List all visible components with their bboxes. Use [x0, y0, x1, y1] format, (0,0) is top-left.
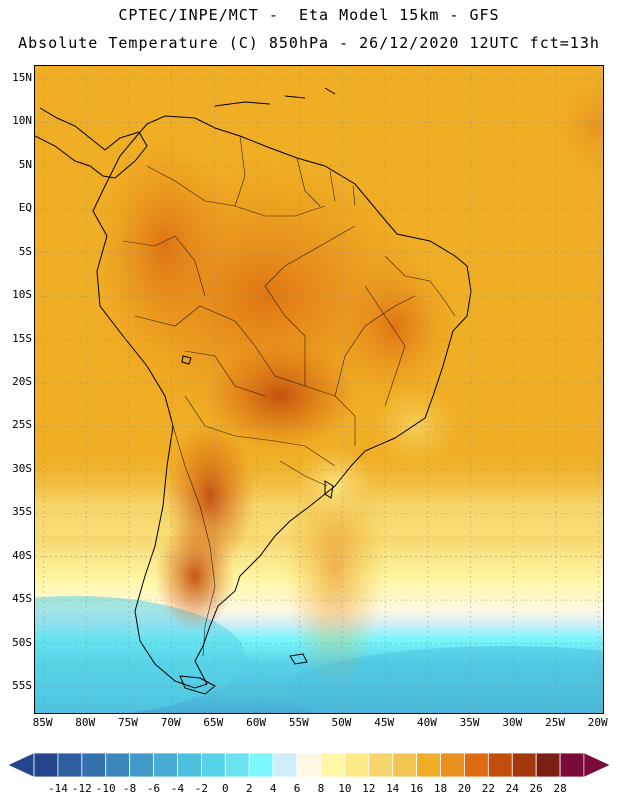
colorbar-swatch — [248, 752, 274, 778]
colorbar-tick-label: -8 — [123, 782, 137, 795]
colorbar-tick-label: 18 — [433, 782, 448, 795]
colorbar-tick-label: 12 — [362, 782, 376, 795]
colorbar-min-arrow — [8, 752, 35, 778]
colorbar-tick-label: 4 — [269, 782, 277, 795]
latitude-label: 50S — [12, 635, 32, 649]
tierra-del-fuego — [179, 675, 216, 695]
warm-field-northern-andes — [95, 136, 235, 356]
warm-field-northeast-brazil — [335, 256, 455, 396]
colorbar-tick-label: 6 — [293, 782, 301, 795]
hot-core-chaco — [205, 341, 355, 451]
colorbar-swatch — [296, 752, 322, 778]
colorbar-tick-label: -12 — [71, 782, 92, 795]
longitude-label: 65W — [203, 716, 224, 729]
colorbar-tick-label: 10 — [338, 782, 352, 795]
falkland-islands — [289, 653, 308, 665]
longitude-label: 40W — [416, 716, 437, 729]
colorbar-swatch — [535, 752, 561, 778]
chart-title-line1: CPTEC/INPE/MCT - Eta Model 15km - GFS — [118, 6, 500, 24]
colorbar-swatch — [511, 752, 537, 778]
colorbar-tick-label: -2 — [194, 782, 209, 795]
colorbar-swatch — [57, 752, 83, 778]
country-borders — [122, 135, 456, 657]
colorbar-tick-label: -6 — [146, 782, 161, 795]
colorbar-tick-label: 26 — [529, 782, 543, 795]
latitude-label: 5N — [18, 157, 32, 171]
colorbar-max-arrow — [583, 752, 610, 778]
colorbar-swatch — [272, 752, 298, 778]
latitude-label: 15S — [12, 331, 32, 345]
colorbar-tick-label: 24 — [505, 782, 519, 795]
colorbar-swatch — [33, 752, 59, 778]
longitude-label: 55W — [288, 716, 309, 729]
colorbar-swatch — [177, 752, 202, 778]
colorbar-swatch — [344, 752, 370, 778]
colorbar-swatch — [105, 752, 131, 778]
lake-titicaca — [181, 355, 192, 365]
latitude-label: 5S — [18, 244, 32, 258]
colorbar-tick-label: 14 — [386, 782, 400, 795]
colorbar-swatch — [559, 752, 585, 778]
colorbar-swatch — [320, 752, 346, 778]
colorbar-tick-label: 22 — [481, 782, 495, 795]
lagoa-dos-patos — [324, 480, 334, 499]
colorbar-swatch — [224, 752, 250, 778]
colorbar-swatch — [129, 752, 154, 778]
latitude-label: 20S — [12, 374, 32, 388]
longitude-label: 75W — [118, 716, 138, 729]
colorbar-swatch — [200, 752, 226, 778]
colorbar-tick-label: -14 — [47, 782, 68, 795]
colorbar-tick-label: 0 — [221, 782, 229, 795]
longitude-label: 25W — [545, 716, 565, 729]
longitude-label: 30W — [502, 716, 523, 729]
chart-title-line2: Absolute Temperature (C) 850hPa - 26/12/… — [18, 34, 600, 52]
cool-patch-brazil-highlands — [370, 386, 460, 466]
longitude-label: 70W — [160, 716, 181, 729]
central-america-outline — [35, 107, 148, 179]
warm-patch-northeast-atlantic — [550, 66, 603, 186]
colorbar-tick-label: 28 — [553, 782, 567, 795]
colorbar-swatch — [416, 752, 441, 778]
longitude-label: 45W — [374, 716, 395, 729]
latitude-label: 55S — [12, 678, 32, 692]
latitude-label: 30S — [12, 461, 32, 475]
latitude-label: 10N — [12, 114, 32, 128]
colorbar-swatch — [81, 752, 107, 778]
colorbar-tick-label: -10 — [95, 782, 116, 795]
colorbar-swatch — [153, 752, 178, 778]
colorbar-tick-label: 2 — [245, 782, 253, 795]
longitude-label: 80W — [75, 716, 96, 729]
colorbar-tick-label: 20 — [457, 782, 472, 795]
colorbar-swatch — [464, 752, 489, 778]
colorbar-swatch — [487, 752, 513, 778]
colorbar-swatch — [392, 752, 418, 778]
longitude-label: 20W — [587, 716, 608, 729]
latitude-label: 25S — [12, 418, 32, 432]
latitude-label: 35S — [12, 505, 32, 519]
latitude-label: 10S — [12, 288, 32, 302]
south-america-outline — [92, 115, 472, 689]
colorbar-swatch — [368, 752, 394, 778]
caribbean-islands — [214, 87, 336, 107]
longitude-label: 60W — [246, 716, 266, 729]
latitude-label: 45S — [12, 592, 32, 606]
latitude-label: 15N — [12, 71, 32, 85]
latitude-label: EQ — [18, 201, 32, 215]
latitude-label: 40S — [12, 548, 32, 562]
longitude-label: 35W — [459, 716, 480, 729]
temperature-map[interactable] — [34, 65, 604, 714]
longitude-label: 50W — [331, 716, 352, 729]
longitude-label: 85W — [32, 716, 53, 729]
colorbar-tick-label: 8 — [317, 782, 325, 795]
colorbar-tick-label: -4 — [170, 782, 185, 795]
colorbar-swatch — [440, 752, 465, 778]
colorbar-tick-label: 16 — [409, 782, 424, 795]
hot-core-patagonia — [155, 521, 235, 631]
temperature-colorbar — [8, 752, 610, 778]
coastlines — [35, 87, 472, 695]
